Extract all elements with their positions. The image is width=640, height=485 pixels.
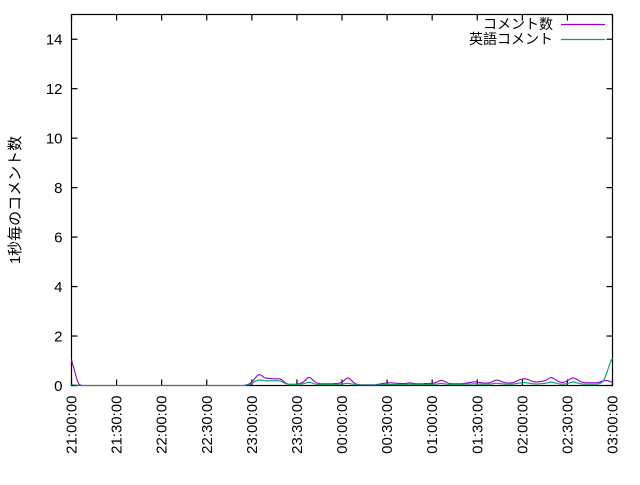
y-tick-label: 8 [54,180,62,197]
y-tick-label: 4 [54,279,62,296]
x-tick-label: 23:00:00 [244,396,261,454]
y-tick-label: 14 [46,32,63,49]
series-line-1 [70,359,613,387]
y-tick-label: 6 [54,230,62,247]
y-tick-label: 2 [54,329,62,346]
x-tick-label: 02:30:00 [559,396,576,454]
x-tick-label: 21:30:00 [109,396,126,454]
x-tick-label: 02:00:00 [514,396,531,454]
legend-label-2: 英語コメント [469,31,553,47]
x-tick-label: 23:30:00 [289,396,306,454]
x-tick-label: 03:00:00 [605,396,622,454]
plot-frame [70,13,614,387]
legend-label-1: コメント数 [483,16,553,32]
series-group [70,358,613,387]
x-tick-label: 00:30:00 [379,396,396,454]
series-line-2 [71,358,613,387]
y-axis-label: 1秒毎のコメント数 [7,136,24,264]
y-tick-label: 0 [54,378,62,395]
x-tick-label: 01:30:00 [469,396,486,454]
x-tick-label: 22:30:00 [199,396,216,454]
y-axis-ticks: 0 2 4 6 8 10 12 14 [46,32,613,395]
y-tick-label: 10 [46,131,63,148]
x-tick-label: 01:00:00 [424,396,441,454]
x-tick-label: 21:00:00 [64,396,81,454]
y-tick-label: 12 [46,81,63,98]
x-tick-label: 00:00:00 [334,396,351,454]
x-tick-label: 22:00:00 [154,396,171,454]
